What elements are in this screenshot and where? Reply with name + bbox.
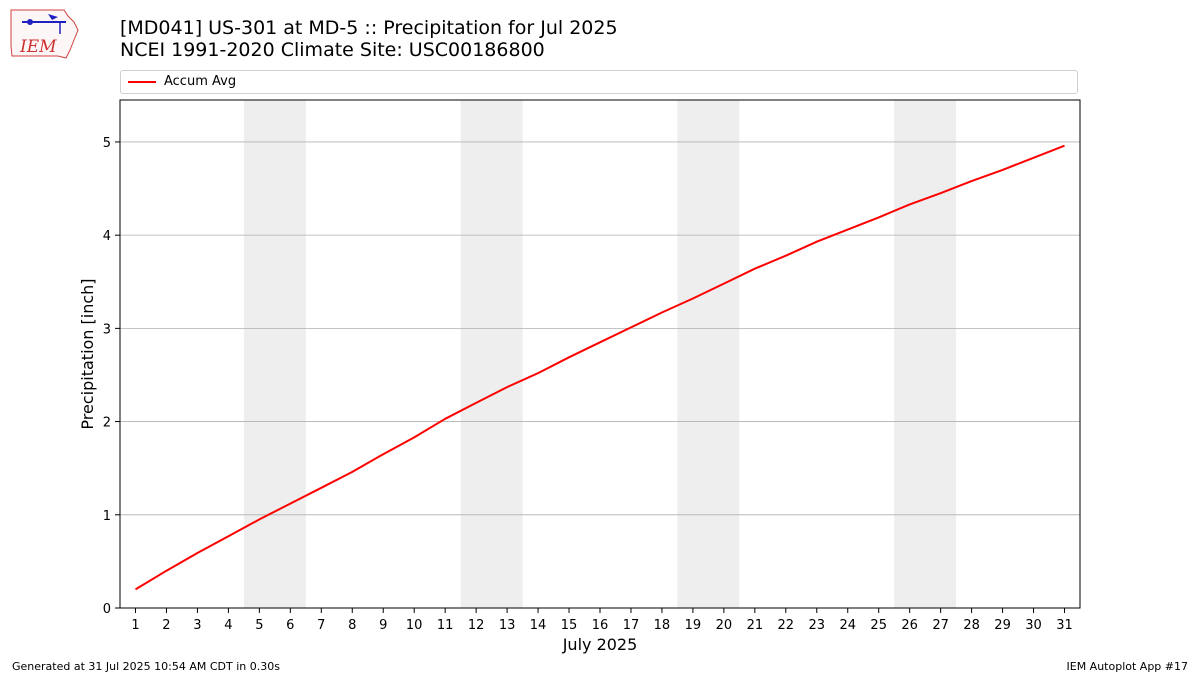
x-tick-label-11: 11 (437, 618, 454, 633)
x-tick-label-22: 22 (778, 618, 795, 633)
y-axis-ticks: 0 1 2 3 4 5 (103, 136, 120, 617)
x-tick-label-4: 4 (224, 618, 232, 633)
iem-logo: IEM (10, 9, 79, 59)
series-line-accum-avg (134, 144, 1065, 591)
weekend-bands (243, 100, 957, 608)
x-tick-label-23: 23 (809, 618, 826, 633)
x-tick-label-16: 16 (592, 618, 609, 633)
y-tick-label-0: 0 (103, 602, 111, 617)
x-tick-label-15: 15 (561, 618, 578, 633)
x-tick-label-19: 19 (685, 618, 702, 633)
legend-swatch-accum-avg (128, 81, 156, 83)
x-tick-label-9: 9 (379, 618, 387, 633)
x-tick-label-31: 31 (1056, 618, 1073, 633)
y-tick-label-1: 1 (103, 509, 111, 524)
x-tick-label-20: 20 (716, 618, 733, 633)
y-tick-label-4: 4 (103, 229, 111, 244)
x-tick-label-13: 13 (499, 618, 516, 633)
y-axis-label: Precipitation [inch] (78, 278, 97, 429)
footer-generated: Generated at 31 Jul 2025 10:54 AM CDT in… (12, 660, 280, 673)
weekend-band-1 (460, 100, 523, 608)
legend: Accum Avg (120, 70, 1078, 94)
x-tick-label-12: 12 (468, 618, 485, 633)
x-tick-label-17: 17 (623, 618, 640, 633)
weekend-band-0 (243, 100, 306, 608)
x-tick-label-5: 5 (255, 618, 263, 633)
x-tick-label-28: 28 (963, 618, 980, 633)
x-tick-label-14: 14 (530, 618, 547, 633)
x-tick-label-8: 8 (348, 618, 356, 633)
x-tick-label-26: 26 (901, 618, 918, 633)
x-tick-label-1: 1 (131, 618, 139, 633)
x-tick-label-18: 18 (654, 618, 671, 633)
x-tick-label-21: 21 (747, 618, 764, 633)
legend-label-accum-avg: Accum Avg (164, 74, 237, 89)
x-tick-label-25: 25 (870, 618, 887, 633)
x-tick-label-2: 2 (162, 618, 170, 633)
x-tick-label-27: 27 (932, 618, 949, 633)
x-tick-label-3: 3 (193, 618, 201, 633)
x-tick-label-29: 29 (994, 618, 1011, 633)
x-tick-label-24: 24 (839, 618, 856, 633)
weekend-band-3 (894, 100, 957, 608)
weekend-band-2 (677, 100, 740, 608)
series-layer (134, 144, 1065, 591)
x-tick-label-6: 6 (286, 618, 294, 633)
footer-app: IEM Autoplot App #17 (1066, 660, 1189, 673)
y-tick-label-2: 2 (103, 416, 111, 431)
y-tick-label-5: 5 (103, 136, 111, 151)
y-tick-label-3: 3 (103, 322, 111, 337)
y-gridlines (120, 141, 1080, 516)
x-tick-label-10: 10 (406, 618, 423, 633)
x-axis-label: July 2025 (562, 635, 638, 654)
chart-title: [MD041] US-301 at MD-5 :: Precipitation … (120, 17, 618, 39)
x-tick-label-7: 7 (317, 618, 325, 633)
svg-text:IEM: IEM (19, 37, 57, 57)
chart-subtitle: NCEI 1991-2020 Climate Site: USC00186800 (120, 39, 545, 61)
x-tick-label-30: 30 (1025, 618, 1042, 633)
x-axis-ticks: 1 2 3 4 5 6 7 8 9 10 11 12 13 14 15 16 17 18 19 20 21 22 23 24 2… (131, 608, 1073, 633)
